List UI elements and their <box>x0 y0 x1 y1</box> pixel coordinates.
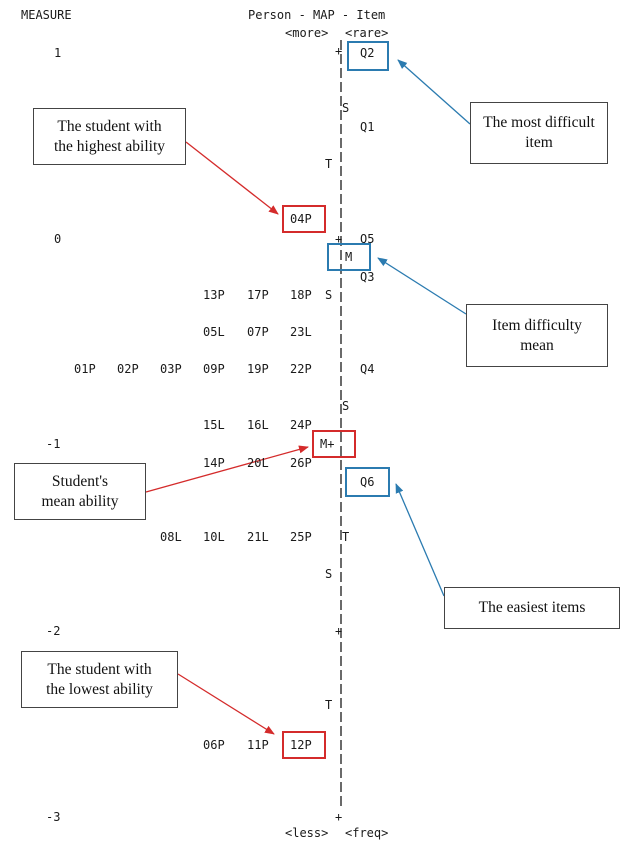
axis-plus-minus2: + <box>335 624 343 638</box>
less-label: <less> <box>285 826 329 840</box>
person-10L: 10L <box>203 530 225 544</box>
person-14P: 14P <box>203 456 225 470</box>
callout-student-mean: Student's mean ability <box>14 463 146 520</box>
arrow-student-mean <box>145 445 309 493</box>
person-13P: 13P <box>203 288 225 302</box>
callout-student-mean-line1: Student's <box>51 472 109 490</box>
person-25P: 25P <box>290 530 312 544</box>
highlight-item-mean <box>327 243 371 271</box>
arrow-most-difficult <box>397 59 471 125</box>
arrow-item-mean <box>377 257 467 315</box>
callout-item-mean-line2: mean <box>520 336 554 354</box>
callout-highest-ability-line1: The student with <box>57 117 162 135</box>
highlight-lowest-ability <box>282 731 326 759</box>
person-08L: 08L <box>160 530 182 544</box>
highlight-easiest-items <box>345 467 390 497</box>
arrow-highest-ability <box>185 141 279 215</box>
map-title: Person - MAP - Item <box>248 8 386 22</box>
scale-tick-minus1: -1 <box>46 437 61 451</box>
callout-student-mean-line2: mean ability <box>41 492 119 510</box>
callout-easiest-items-line1: The easiest items <box>478 599 586 616</box>
axis-plus-minus3: + <box>335 810 343 824</box>
callout-most-difficult: The most difficult item <box>470 102 608 164</box>
person-24P: 24P <box>290 418 312 432</box>
scale-tick-0: 0 <box>54 232 62 246</box>
callout-lowest-ability: The student with the lowest ability <box>21 651 178 708</box>
axis-t-person-upper: T <box>325 157 333 171</box>
person-26P: 26P <box>290 456 312 470</box>
callout-most-difficult-line2: item <box>525 134 553 151</box>
axis-s-item-lower: S <box>342 399 350 413</box>
highlight-student-mean <box>312 430 356 458</box>
person-21L: 21L <box>247 530 269 544</box>
person-03P: 03P <box>160 362 182 376</box>
person-04P: 04P <box>290 212 312 226</box>
person-01P: 01P <box>74 362 96 376</box>
person-22P: 22P <box>290 362 312 376</box>
callout-most-difficult-line1: The most difficult <box>483 114 595 131</box>
arrow-lowest-ability <box>177 673 275 735</box>
axis-s-item-upper: S <box>342 101 350 115</box>
more-label: <more> <box>285 26 329 40</box>
callout-lowest-ability-line2: the lowest ability <box>46 680 153 698</box>
callout-lowest-ability-line1: The student with <box>47 660 152 678</box>
person-12P: 12P <box>290 738 312 752</box>
axis-m-item: M <box>345 250 353 264</box>
axis-plus-0: + <box>335 232 343 246</box>
axis-t-person-lower: T <box>325 698 333 712</box>
scale-tick-minus2: -2 <box>46 624 61 638</box>
person-19P: 19P <box>247 362 269 376</box>
person-02P: 02P <box>117 362 139 376</box>
axis-plus-1: + <box>335 44 343 58</box>
person-16L: 16L <box>247 418 269 432</box>
axis-t-item-lower: T <box>342 530 350 544</box>
highlight-highest-ability <box>282 205 326 233</box>
person-15L: 15L <box>203 418 225 432</box>
person-20L: 20L <box>247 456 269 470</box>
highlight-most-difficult-item <box>347 41 389 71</box>
item-Q6: Q6 <box>360 475 375 489</box>
callout-highest-ability: The student with the highest ability <box>33 108 186 165</box>
callout-easiest-items: The easiest items <box>444 587 620 629</box>
callout-highest-ability-line2: the highest ability <box>53 137 166 155</box>
person-11P: 11P <box>247 738 269 752</box>
person-18P: 18P <box>290 288 312 302</box>
scale-tick-1: 1 <box>54 46 62 60</box>
callout-item-mean: Item difficulty mean <box>466 304 608 367</box>
item-Q3: Q3 <box>360 270 375 284</box>
person-17P: 17P <box>247 288 269 302</box>
measure-label: MEASURE <box>21 8 72 22</box>
person-05L: 05L <box>203 325 225 339</box>
item-Q1: Q1 <box>360 120 375 134</box>
person-09P: 09P <box>203 362 225 376</box>
callout-item-mean-line1: Item difficulty <box>492 316 582 334</box>
person-06P: 06P <box>203 738 225 752</box>
rare-label: <rare> <box>345 26 389 40</box>
arrow-easiest <box>395 483 445 597</box>
scale-tick-minus3: -3 <box>46 810 61 824</box>
axis-s-person-upper: S <box>325 288 333 302</box>
freq-label: <freq> <box>345 826 389 840</box>
axis-m-person: M+ <box>320 437 335 451</box>
person-07P: 07P <box>247 325 269 339</box>
person-23L: 23L <box>290 325 312 339</box>
axis-s-person-lower: S <box>325 567 333 581</box>
item-Q4: Q4 <box>360 362 375 376</box>
item-Q5: Q5 <box>360 232 375 246</box>
item-Q2: Q2 <box>360 46 375 60</box>
